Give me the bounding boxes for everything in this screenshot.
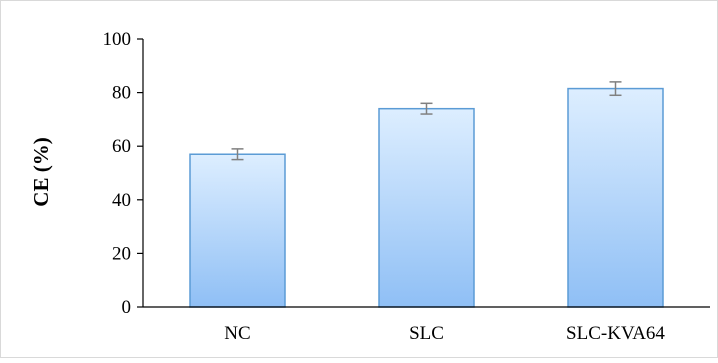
y-tick-label-80: 80 (112, 83, 131, 104)
error-bar-nc (231, 148, 244, 161)
bar-slc (378, 107, 475, 308)
bar-slc-kva64 (567, 87, 664, 308)
y-tick-label-100: 100 (103, 29, 132, 50)
y-tick-label-40: 40 (112, 190, 131, 211)
bar-nc (189, 153, 286, 308)
error-bar-slc-kva64 (609, 81, 622, 97)
x-tick-label-slc-kva64: SLC-KVA64 (566, 323, 665, 344)
x-tick-label-nc: NC (224, 323, 250, 344)
error-bar-slc (420, 102, 433, 115)
y-axis-title: CE (%) (29, 137, 53, 206)
y-tick-label-20: 20 (112, 243, 131, 264)
y-tick-label-60: 60 (112, 136, 131, 157)
x-tick-label-slc: SLC (409, 323, 444, 344)
y-tick-label-0: 0 (122, 297, 132, 318)
